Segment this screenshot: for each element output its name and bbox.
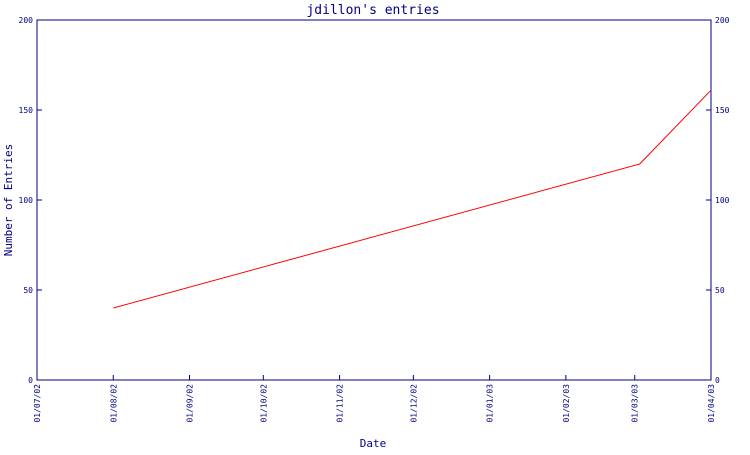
x-tick-label: 01/01/03 — [486, 384, 495, 423]
y-axis-left: 0 50 100 150 200 — [19, 16, 42, 385]
x-tick-label: 01/12/02 — [409, 384, 418, 423]
series-line — [113, 89, 712, 309]
y-right-tick-label: 100 — [715, 196, 730, 205]
x-tick-label: 01/04/03 — [707, 384, 716, 423]
y-left-tick-label: 200 — [19, 16, 34, 25]
x-tick-label: 01/03/03 — [631, 384, 640, 423]
x-tick-label: 01/02/03 — [562, 384, 571, 423]
y-left-tick-label: 0 — [28, 376, 33, 385]
x-tick-label: 01/07/02 — [33, 384, 42, 423]
x-tick-label: 01/08/02 — [109, 384, 118, 423]
y-right-tick-label: 0 — [715, 376, 720, 385]
y-axis-label: Number of Entries — [2, 144, 15, 257]
chart-title: jdillon's entries — [306, 3, 439, 18]
y-left-tick-label: 100 — [19, 196, 34, 205]
x-axis: 01/07/02 01/08/02 01/09/02 01/10/02 01/11/02… — [33, 375, 716, 423]
y-axis-right: 0 50 100 150 200 — [706, 16, 730, 385]
x-axis-label: Date — [360, 437, 387, 450]
plot-area-frame — [36, 19, 712, 381]
y-right-tick-label: 50 — [715, 286, 725, 295]
x-tick-label: 01/10/02 — [259, 384, 268, 423]
series-layer — [113, 89, 712, 309]
y-right-tick-label: 150 — [715, 106, 730, 115]
y-left-tick-label: 50 — [23, 286, 33, 295]
y-left-tick-label: 150 — [19, 106, 34, 115]
x-tick-label: 01/11/02 — [336, 384, 345, 423]
y-right-tick-label: 200 — [715, 16, 730, 25]
x-tick-label: 01/09/02 — [186, 384, 195, 423]
